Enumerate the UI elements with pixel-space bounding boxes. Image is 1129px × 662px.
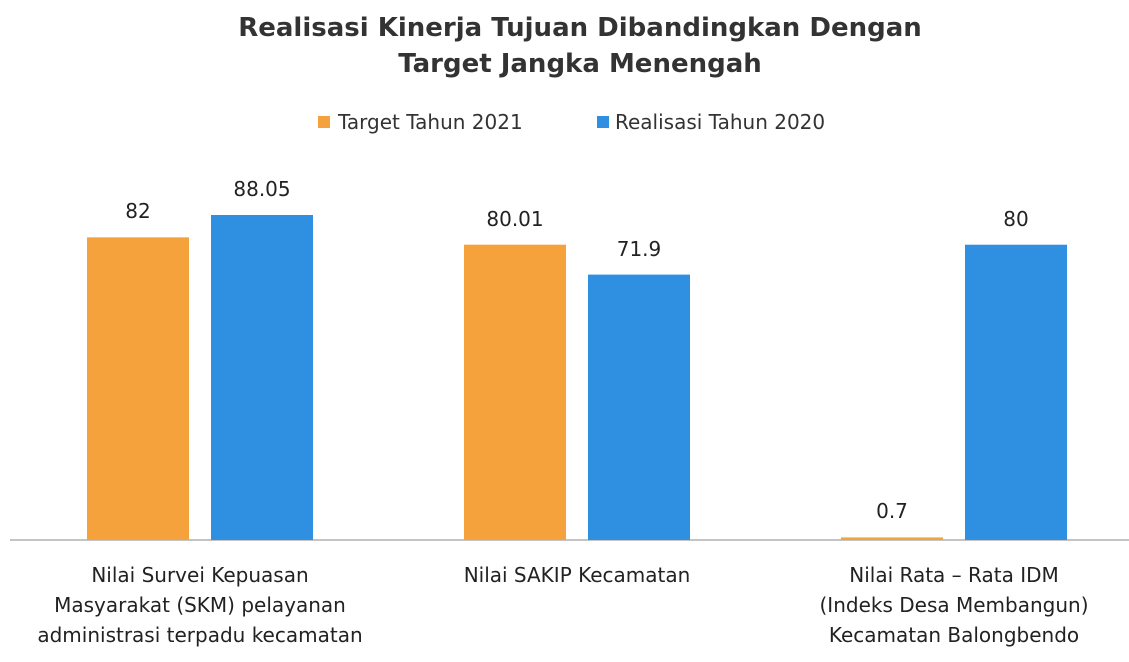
legend-label: Realisasi Tahun 2020 [615, 110, 826, 134]
bar [965, 244, 1067, 540]
bar [588, 274, 690, 540]
legend-swatch [597, 116, 609, 128]
x-tick-label: Nilai Survei Kepuasan Masyarakat (SKM) p… [37, 563, 363, 647]
data-label: 0.7 [876, 499, 908, 524]
bar [841, 537, 943, 540]
data-label: 88.05 [233, 177, 291, 201]
data-label: 80 [1003, 206, 1029, 231]
data-label: 71.9 [616, 236, 662, 261]
x-tick-label: Nilai SAKIP Kecamatan [463, 563, 691, 587]
x-tick-label: Nilai Rata – Rata IDM (Indeks Desa Memba… [819, 563, 1089, 647]
bar [464, 244, 566, 540]
legend-label: Target Tahun 2021 [338, 110, 523, 134]
legend-swatch [318, 116, 330, 128]
bar [211, 215, 313, 540]
data-label: 80.01 [486, 206, 544, 231]
data-label: 82 [125, 199, 151, 224]
bar [87, 237, 189, 540]
chart-title: Realisasi Kinerja Tujuan Dibandingkan De… [238, 13, 922, 79]
